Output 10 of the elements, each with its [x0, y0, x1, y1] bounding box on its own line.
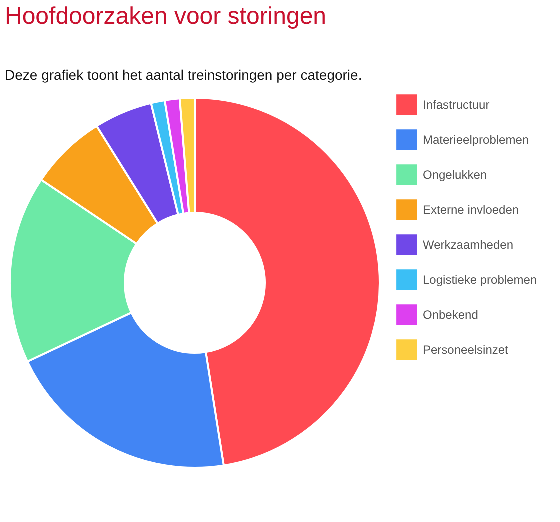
legend-label: Externe invloeden: [423, 203, 520, 217]
legend-label: Logistieke problemen: [423, 273, 538, 287]
legend-label: Personeelsinzet: [423, 343, 510, 357]
legend-label: Onbekend: [423, 308, 478, 322]
legend-label: Ongelukken: [423, 168, 488, 182]
chart-subtitle: Deze grafiek toont het aantal treinstoringen per categorie.: [5, 67, 362, 83]
chart-title: Hoofdoorzaken voor storingen: [5, 3, 327, 30]
legend-label: Infastructuur: [423, 98, 490, 112]
legend-label: Werkzaamheden: [423, 238, 514, 252]
legend-label: Materieelproblemen: [423, 133, 530, 147]
